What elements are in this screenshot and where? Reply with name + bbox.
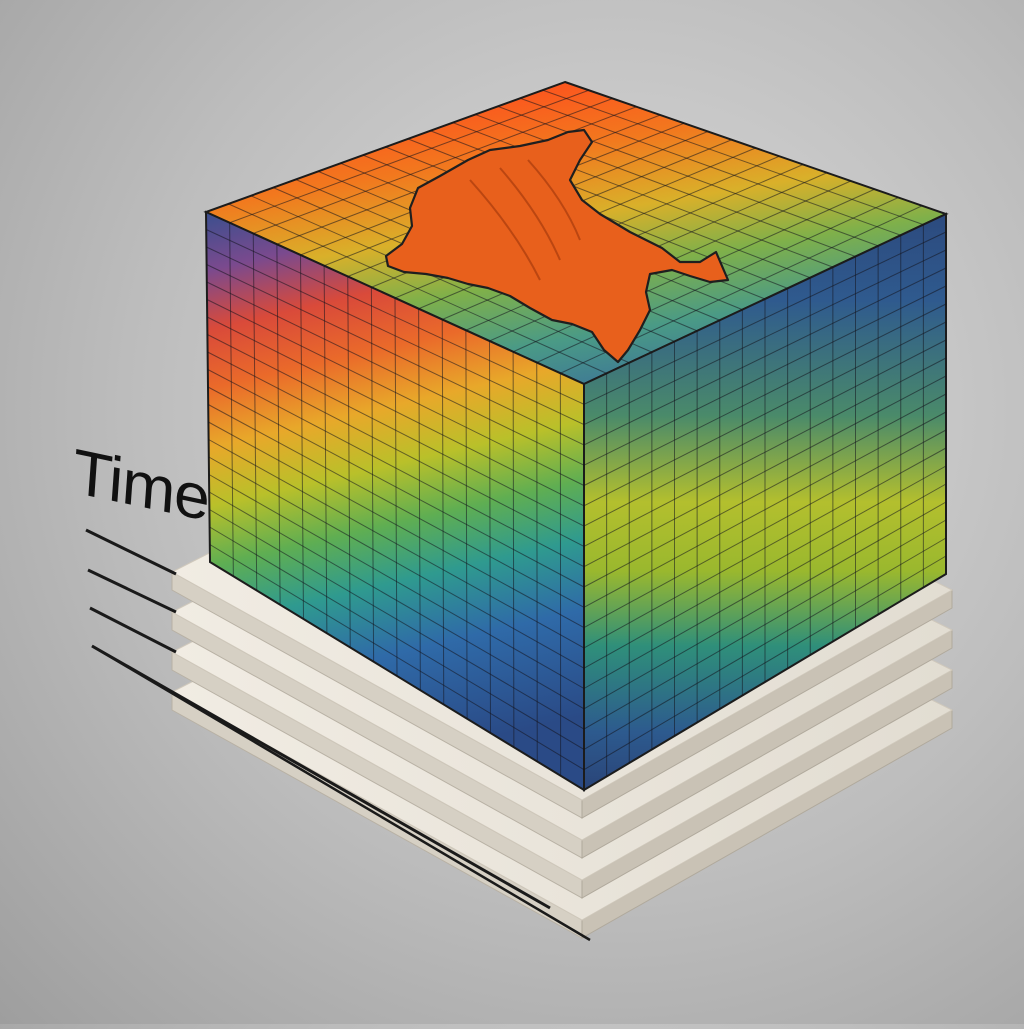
time-axis-line xyxy=(86,530,176,574)
time-axis-line xyxy=(90,608,176,652)
time-axis-line xyxy=(88,570,176,612)
